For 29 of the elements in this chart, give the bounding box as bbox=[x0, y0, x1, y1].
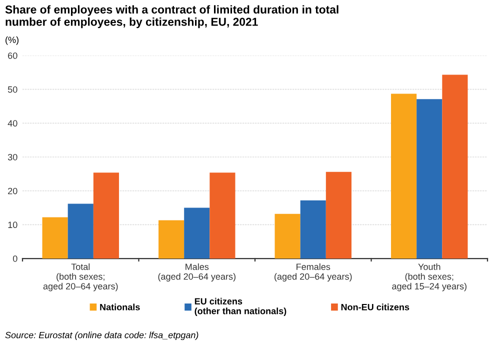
x-tick-label: Total (both sexes; aged 20–64 years) bbox=[43, 263, 118, 292]
bar bbox=[158, 220, 184, 259]
bar bbox=[391, 94, 417, 259]
y-tick-label: 60 bbox=[8, 52, 18, 59]
legend-label: Non-EU citizens bbox=[341, 304, 410, 310]
chart-title: Share of employees with a contract of limited duration in total number of employees, by citizenship, EU, 2021 bbox=[5, 5, 338, 28]
source-note: Source: Eurostat (online data code: lfsa_etpgan) bbox=[5, 332, 198, 340]
bar bbox=[184, 208, 210, 259]
bar bbox=[442, 74, 468, 259]
y-tick-label: 10 bbox=[8, 222, 18, 228]
y-tick-label: 30 bbox=[8, 154, 18, 160]
bar bbox=[93, 172, 119, 259]
legend-label: EU citizens (other than nationals) bbox=[194, 298, 286, 316]
bar bbox=[42, 217, 68, 259]
bar bbox=[300, 200, 326, 259]
bar bbox=[326, 172, 352, 259]
bar bbox=[210, 172, 236, 259]
x-tick-label: Females (aged 20–64 years) bbox=[274, 263, 352, 282]
x-tick-label: Males (aged 20–64 years) bbox=[158, 263, 236, 282]
y-tick-label: 0 bbox=[12, 255, 18, 262]
bar bbox=[274, 214, 300, 259]
y-axis-title: (%) bbox=[6, 36, 18, 45]
y-tick-label: 40 bbox=[8, 120, 18, 127]
y-tick-label: 20 bbox=[8, 188, 18, 194]
bar bbox=[416, 99, 442, 259]
y-tick-label: 50 bbox=[8, 86, 18, 93]
legend-label: Nationals bbox=[100, 304, 140, 310]
bar bbox=[68, 204, 94, 259]
x-tick-label: Youth (both sexes; aged 15–24 years) bbox=[392, 263, 466, 292]
